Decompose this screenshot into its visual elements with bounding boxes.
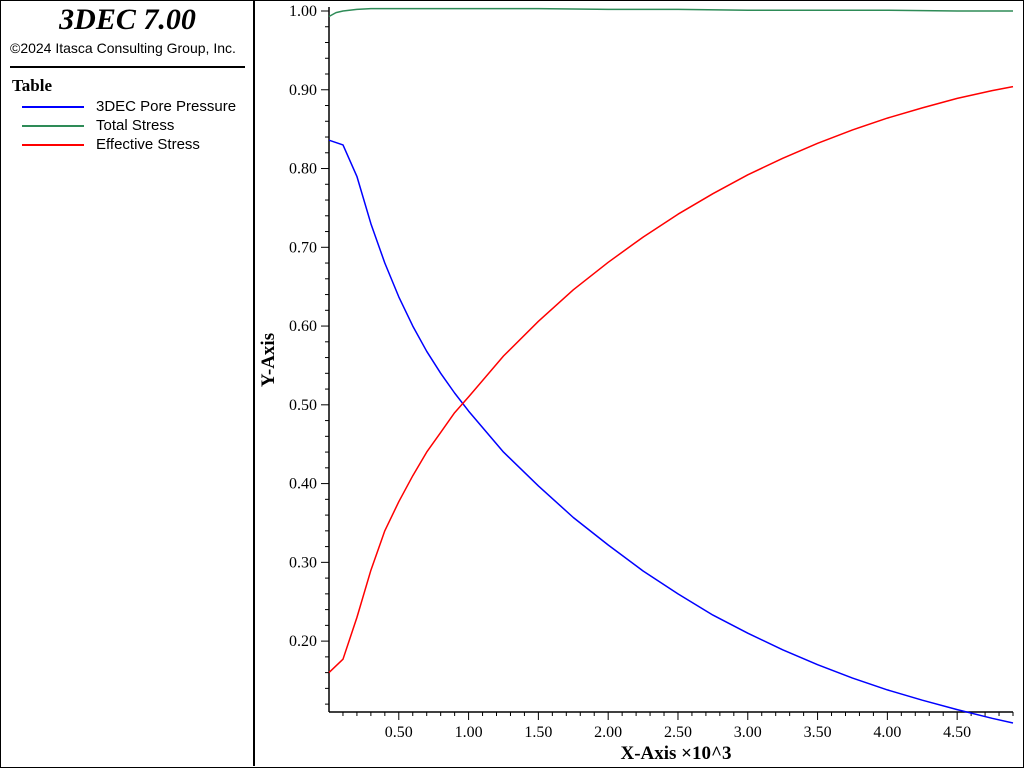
y-tick-label: 1.00	[289, 3, 317, 20]
y-tick-label: 0.60	[289, 318, 317, 335]
x-tick-label: 2.00	[594, 724, 622, 741]
y-axis-title: Y-Axis	[258, 333, 279, 387]
x-tick-label: 3.00	[734, 724, 762, 741]
y-tick-label: 0.90	[289, 82, 317, 99]
series-line-effective-stress	[328, 85, 1014, 674]
x-tick-label: 1.50	[524, 724, 552, 741]
legend-label-effective-stress: Effective Stress	[96, 136, 200, 153]
series-line-total-stress	[328, 7, 1013, 18]
x-tick-label: 3.50	[804, 724, 832, 741]
axes: 0.20 0.30 0.40 0.50 0.60 0.70 0.80 0.90 1.00 0.50…	[289, 3, 1014, 741]
copyright-text: ©2024 Itasca Consulting Group, Inc.	[10, 40, 236, 56]
x-tick-label: 2.50	[664, 724, 692, 741]
y-tick-label: 0.80	[289, 161, 317, 178]
legend-label-total-stress: Total Stress	[96, 117, 175, 134]
legend-swatch-effective-stress	[22, 144, 84, 146]
app-title: 3DEC 7.00	[59, 3, 196, 36]
series-lines	[328, 7, 1014, 724]
legend-item-total-stress: Total Stress	[22, 117, 252, 135]
legend-panel: 3DEC 7.00 ©2024 Itasca Consulting Group,…	[0, 0, 255, 766]
x-tick-label: 4.50	[943, 724, 971, 741]
y-tick-label: 0.50	[289, 397, 317, 414]
y-tick-label: 0.20	[289, 633, 317, 650]
x-tick-label: 4.00	[873, 724, 901, 741]
y-tick-label: 0.30	[289, 554, 317, 571]
legend-item-pore-pressure: 3DEC Pore Pressure	[22, 98, 252, 116]
legend-item-effective-stress: Effective Stress	[22, 136, 252, 154]
legend-swatch-total-stress	[22, 125, 84, 127]
legend-divider	[10, 66, 245, 68]
legend-heading: Table	[12, 76, 53, 95]
x-axis-title: X-Axis ×10^3	[620, 743, 731, 764]
series-line-3dec-pore-pressure	[328, 139, 1014, 724]
y-tick-label: 0.70	[289, 239, 317, 256]
legend-label-pore-pressure: 3DEC Pore Pressure	[96, 98, 237, 115]
y-tick-label: 0.40	[289, 476, 317, 493]
legend-swatch-pore-pressure	[22, 106, 84, 108]
x-tick-label: 1.00	[455, 724, 483, 741]
x-tick-label: 0.50	[385, 724, 413, 741]
